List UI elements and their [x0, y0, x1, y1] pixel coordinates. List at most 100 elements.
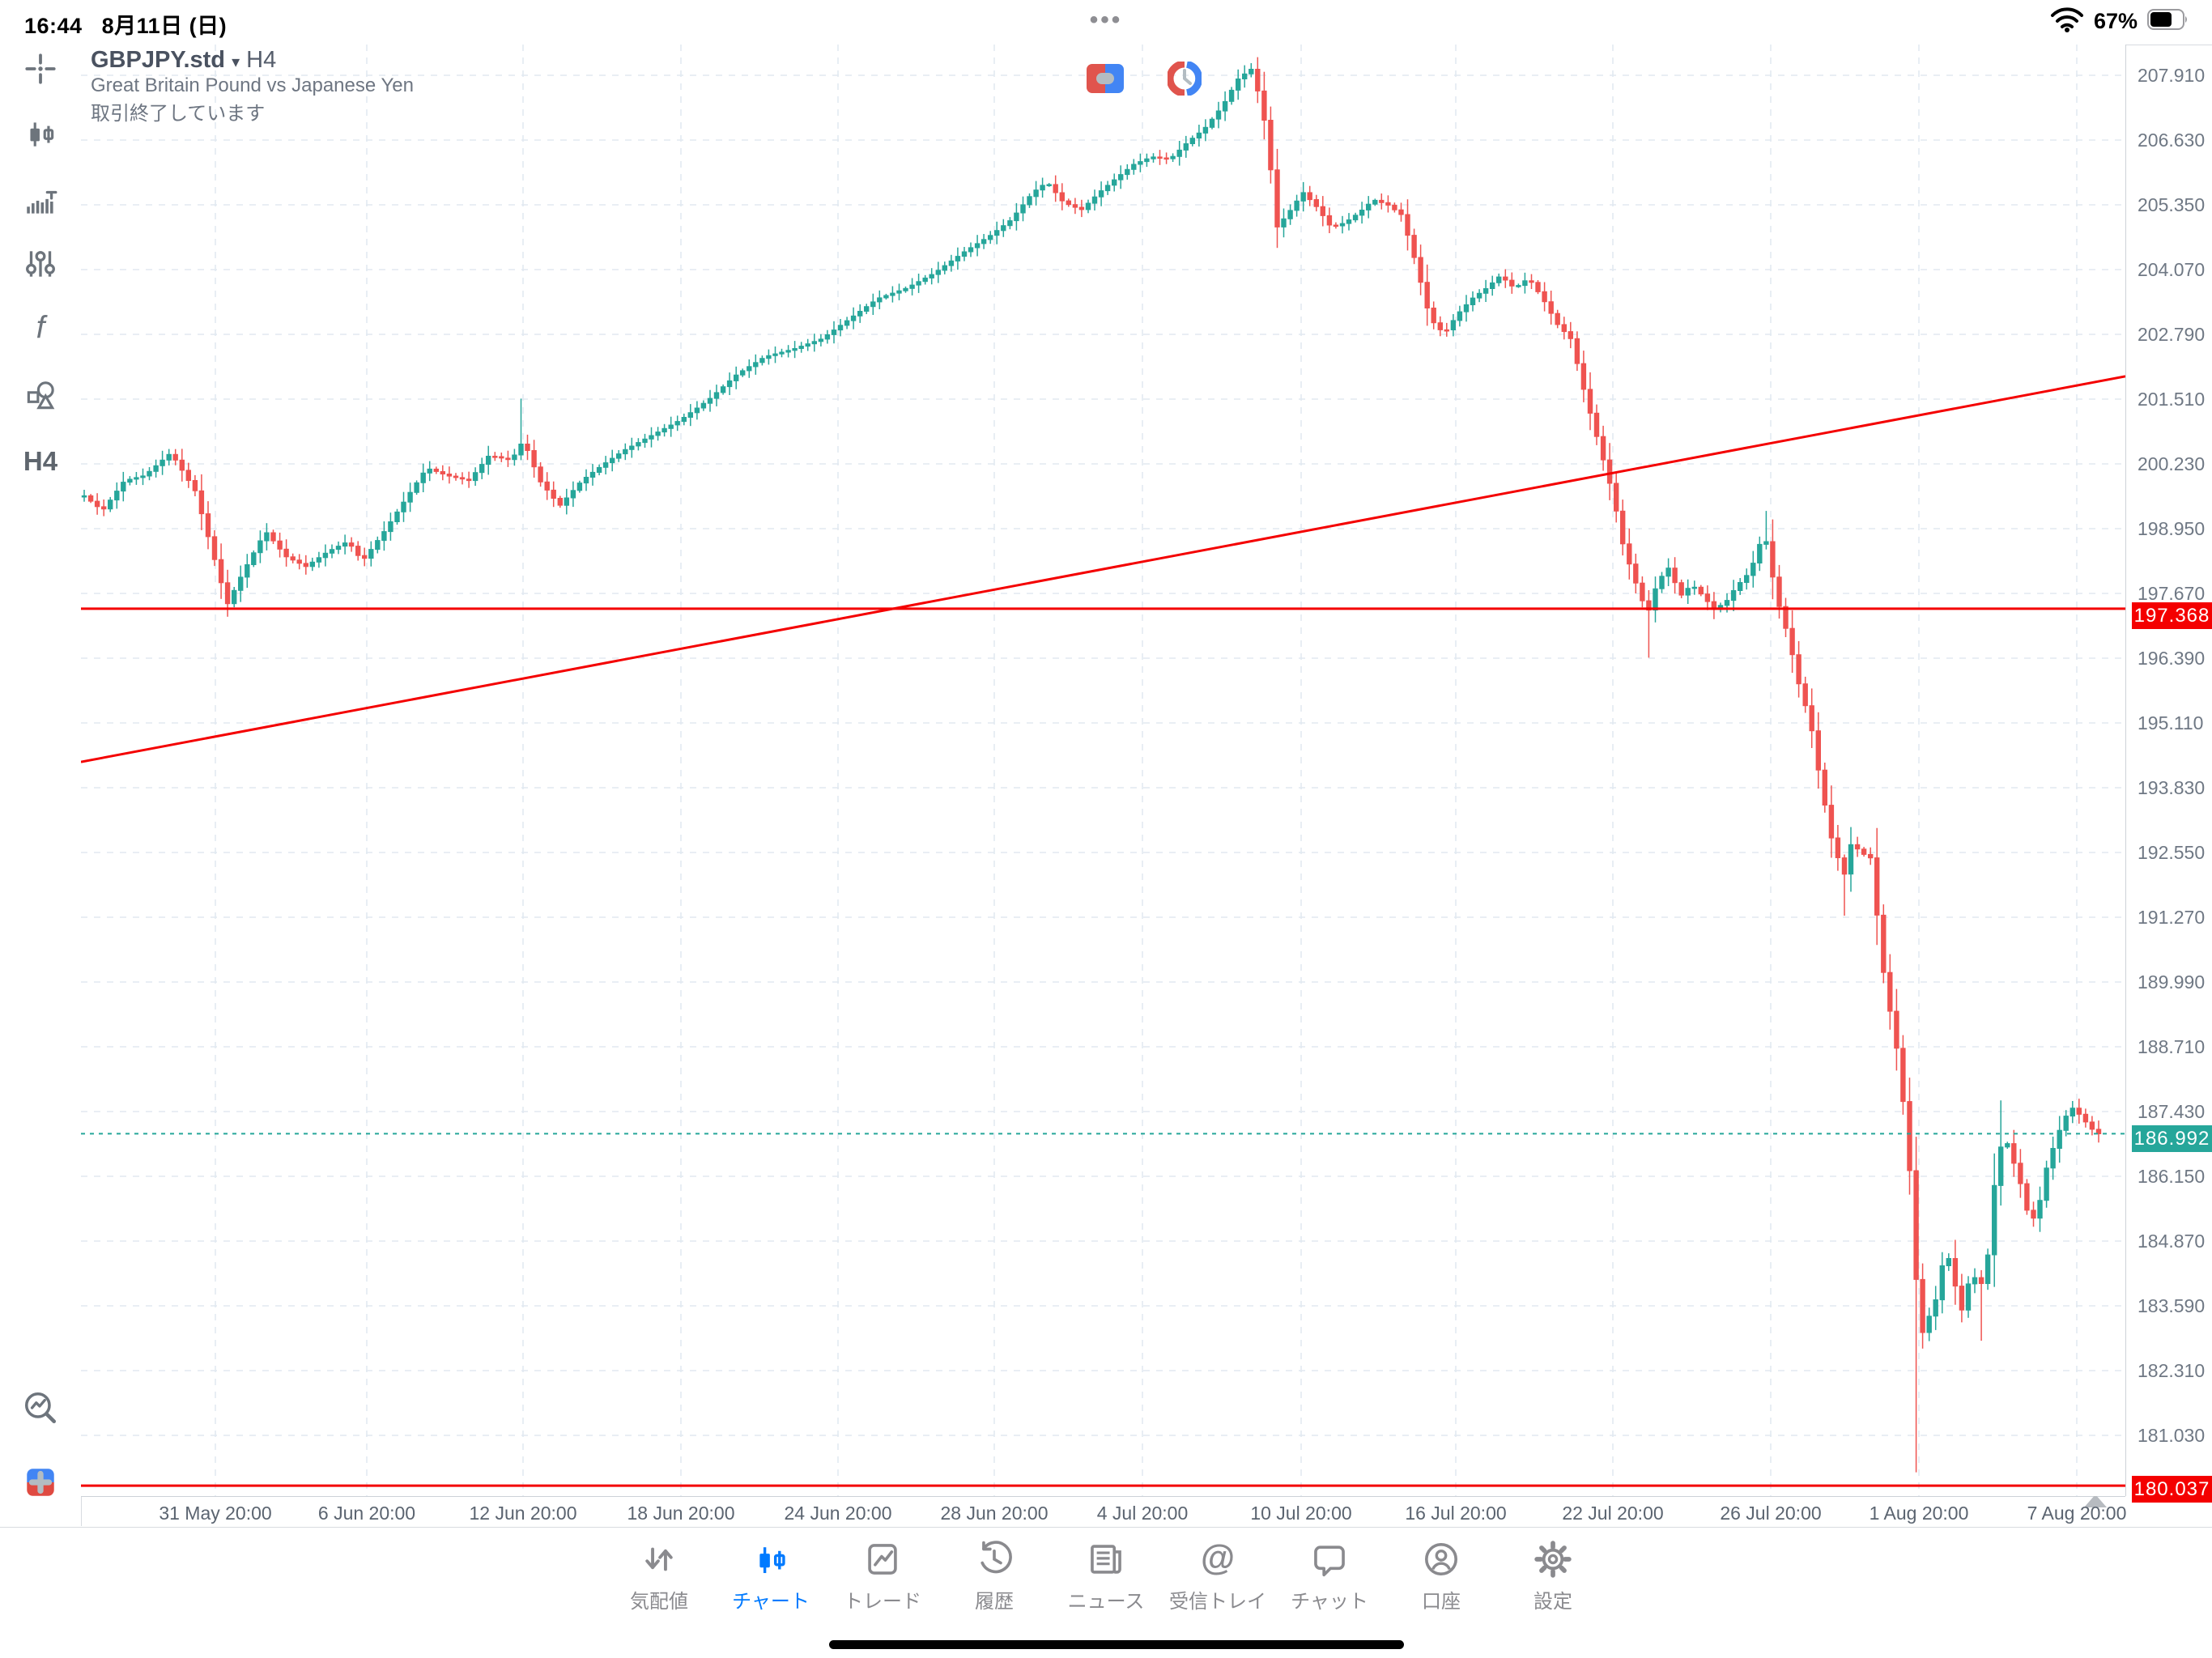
nav-item-label: チャート [732, 1591, 810, 1613]
toolbar-timeframe-label: H4 [23, 446, 58, 476]
price-axis-label: 187.430 [2138, 1101, 2206, 1122]
status-time: 16:44 [24, 14, 83, 38]
toolbar-indicators-button[interactable]: f [11, 304, 70, 356]
toolbar-indicator-settings-button[interactable] [11, 240, 70, 291]
price-axis-label: 184.870 [2138, 1231, 2206, 1252]
price-axis-label: 202.790 [2138, 324, 2206, 345]
price-axis-label: 198.950 [2138, 518, 2206, 539]
symbol-description: Great Britain Pound vs Japanese Yen [91, 74, 414, 96]
toolbar-crosshair-button[interactable] [11, 45, 70, 96]
status-date: 8月11日 (日) [101, 14, 228, 38]
battery-percent: 67% [2093, 9, 2138, 33]
toolbar-tick-volumes-button[interactable] [11, 177, 70, 229]
nav-item-inbox[interactable]: @ 受信トレイ [1162, 1532, 1274, 1629]
toolbar-chart-type-button[interactable] [11, 109, 70, 161]
time-axis-label: 6 Jun 20:00 [317, 1503, 416, 1524]
chevron-down-icon: ▾ [232, 53, 240, 71]
candlestick-icon [750, 1538, 792, 1580]
nav-item-label: トレード [844, 1591, 921, 1613]
price-axis-label: 192.550 [2138, 842, 2206, 863]
nav-item-trade[interactable]: トレード [827, 1532, 938, 1629]
person-circle-icon [1420, 1538, 1462, 1580]
time-axis-label: 26 Jul 20:00 [1720, 1503, 1822, 1524]
arrows-up-down-icon [638, 1538, 680, 1580]
nav-item-label: 設定 [1534, 1591, 1572, 1613]
price-axis-label: 188.710 [2138, 1036, 2206, 1057]
scroll-to-end-marker[interactable] [2084, 1494, 2107, 1507]
time-axis-label: 1 Aug 20:00 [1869, 1503, 1969, 1524]
nav-item-label: チャット [1291, 1591, 1368, 1613]
magnifier-chart-icon [22, 1389, 59, 1431]
toolbar-timeframe-button[interactable]: H4 [11, 436, 70, 487]
price-axis-label: 207.910 [2138, 65, 2206, 86]
svg-text:f: f [36, 310, 49, 345]
time-axis-label: 4 Jul 20:00 [1096, 1503, 1189, 1524]
status-time-date: 16:44 8月11日 (日) [24, 8, 227, 40]
candlestick-chart[interactable] [80, 45, 2126, 1496]
shapes-icon [22, 376, 59, 418]
price-axis-label: 204.070 [2138, 259, 2206, 280]
nav-item-settings[interactable]: 設定 [1497, 1532, 1609, 1629]
chart-card-bottom-border [0, 1527, 2212, 1528]
nav-item-news[interactable]: ニュース [1050, 1532, 1162, 1629]
nav-item-label: ニュース [1067, 1591, 1145, 1613]
toolbar-new-order-button[interactable] [11, 1458, 70, 1510]
bars-t-icon [22, 183, 59, 224]
red-blue-card-icon[interactable] [1086, 63, 1125, 98]
price-axis-label: 200.230 [2138, 453, 2206, 474]
time-axis-border [81, 1496, 2125, 1497]
price-axis-label: 186.150 [2138, 1166, 2206, 1187]
time-axis-label: 24 Jun 20:00 [784, 1503, 892, 1524]
gear-icon [1532, 1538, 1574, 1580]
price-axis-label: 182.310 [2138, 1360, 2206, 1381]
price-axis-label: 193.830 [2138, 777, 2206, 798]
time-axis-label: 10 Jul 20:00 [1250, 1503, 1352, 1524]
price-axis-label: 195.110 [2138, 712, 2204, 733]
price-axis-border [2125, 45, 2126, 1496]
time-axis-label: 16 Jul 20:00 [1405, 1503, 1507, 1524]
multitask-dots-icon: ••• [1089, 6, 1123, 33]
time-axis-label: 28 Jun 20:00 [940, 1503, 1049, 1524]
time-axis-label: 12 Jun 20:00 [469, 1503, 577, 1524]
chat-bubble-icon [1308, 1538, 1351, 1580]
battery-icon [2147, 9, 2189, 34]
price-axis-label: 181.030 [2138, 1425, 2206, 1446]
price-axis-label: 205.350 [2138, 194, 2206, 215]
buy-sell-plus-icon [22, 1464, 59, 1505]
price-axis-label: 189.990 [2138, 971, 2206, 993]
price-badge-line-197: 197.368 [2132, 602, 2212, 629]
time-axis-label: 18 Jun 20:00 [627, 1503, 735, 1524]
time-axis-label: 31 May 20:00 [159, 1503, 272, 1524]
price-badge-current-bid: 186.992 [2132, 1125, 2212, 1153]
sliders-icon [22, 245, 59, 287]
toolbar-chart-zoom-button[interactable] [11, 1384, 70, 1435]
nav-item-chat[interactable]: チャット [1274, 1532, 1385, 1629]
chart-plot-area[interactable] [80, 45, 2126, 1496]
candlestick-icon [22, 115, 59, 156]
newspaper-icon [1085, 1538, 1127, 1580]
price-axis-label: 196.390 [2138, 648, 2206, 669]
symbol-name: GBPJPY.std [91, 47, 225, 73]
nav-item-history[interactable]: 履歴 [938, 1532, 1050, 1629]
timeframe-label: H4 [246, 47, 277, 73]
home-indicator[interactable] [829, 1640, 1404, 1649]
bottom-nav-bar: 気配値 チャート トレード 履歴 ニュース @ 受信トレイ チャット 口座 設定 [0, 1532, 2212, 1629]
status-bar: 16:44 8月11日 (日) ••• 67% [0, 0, 2212, 38]
nav-item-charts[interactable]: チャート [715, 1532, 827, 1629]
crosshair-icon [22, 50, 59, 91]
red-blue-clock-icon[interactable] [1166, 60, 1203, 100]
toolbar-objects-button[interactable] [11, 371, 70, 423]
nav-item-quotes[interactable]: 気配値 [603, 1532, 715, 1629]
svg-text:@: @ [1201, 1539, 1235, 1578]
history-clock-icon [973, 1538, 1015, 1580]
nav-item-label: 口座 [1422, 1591, 1461, 1613]
price-axis-label: 197.670 [2138, 583, 2206, 604]
price-axis-label: 201.510 [2138, 389, 2206, 410]
price-axis-label: 206.630 [2138, 130, 2206, 151]
at-sign-icon: @ [1197, 1538, 1239, 1580]
wifi-icon [2050, 6, 2084, 36]
trade-chart-icon [861, 1538, 904, 1580]
nav-item-accounts[interactable]: 口座 [1385, 1532, 1497, 1629]
symbol-selector[interactable]: GBPJPY.std ▾ H4 [91, 47, 276, 74]
time-axis-label: 22 Jul 20:00 [1562, 1503, 1664, 1524]
